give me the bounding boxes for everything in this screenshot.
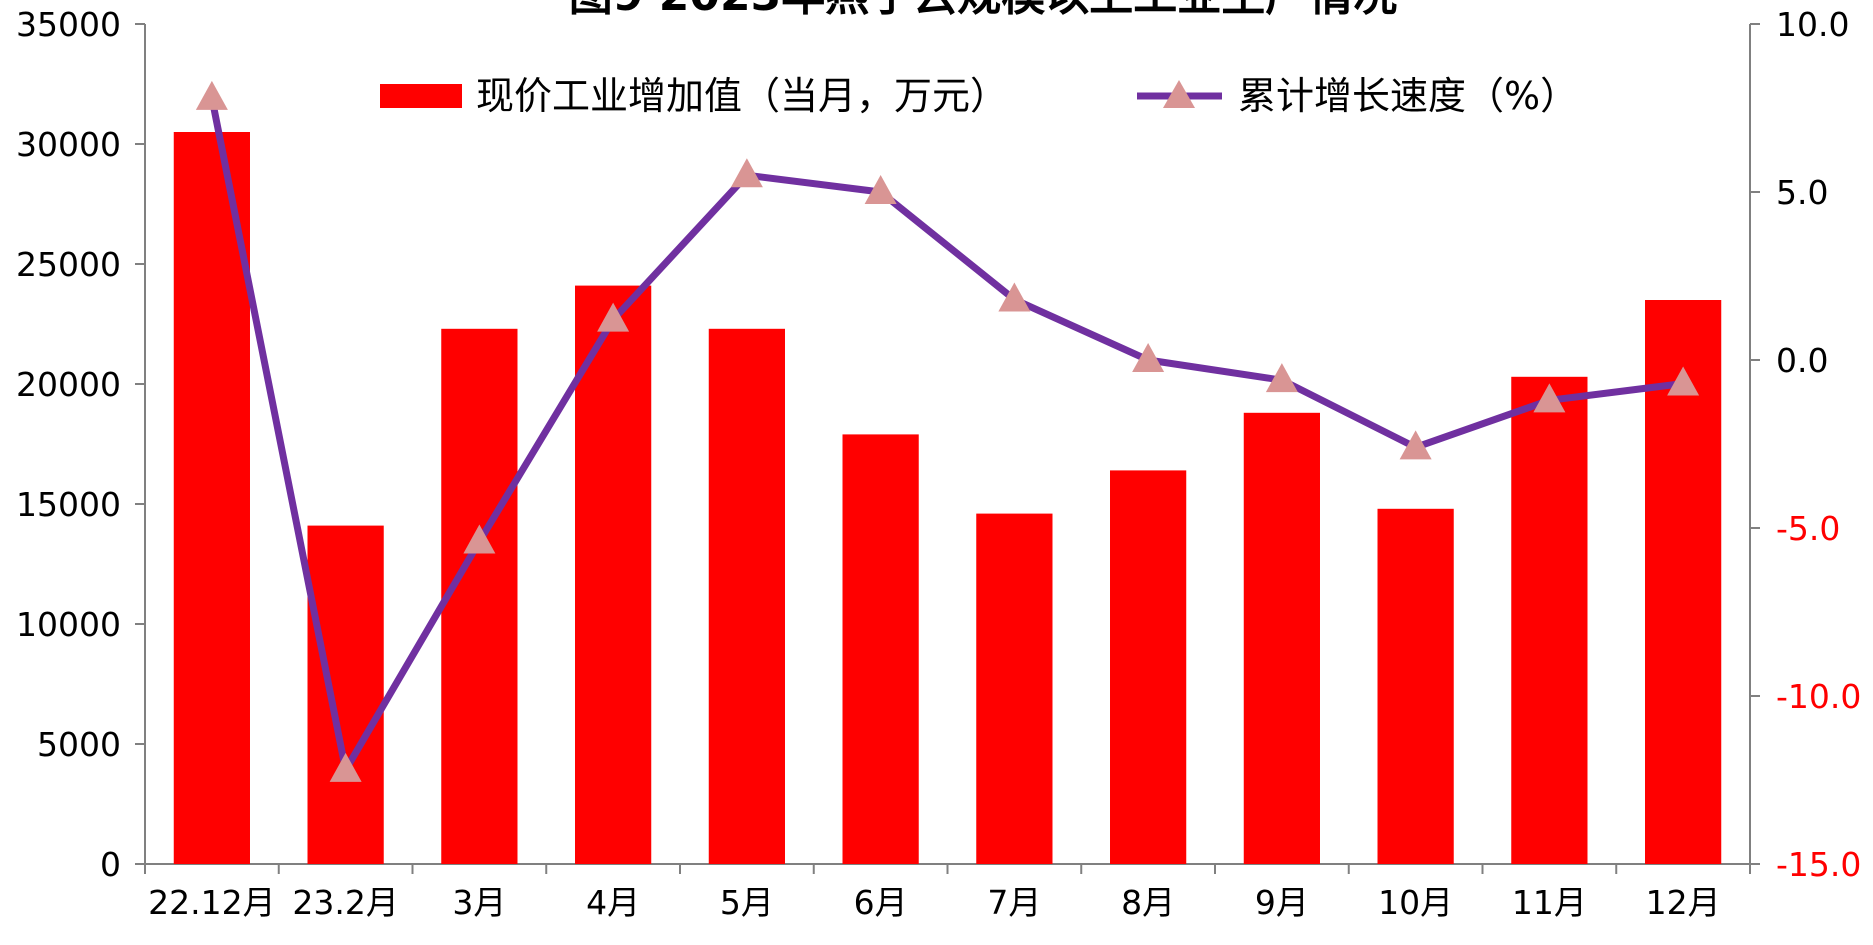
bar bbox=[842, 434, 919, 864]
line-point-marker bbox=[730, 158, 763, 188]
bar bbox=[575, 285, 652, 865]
bar bbox=[1511, 376, 1588, 864]
legend-line-label: 累计增长速度（%） bbox=[1238, 74, 1578, 118]
line-point-marker bbox=[463, 524, 496, 554]
series-line bbox=[208, 97, 1684, 774]
legend-bar-label: 现价工业增加值（当月，万元） bbox=[476, 74, 1008, 118]
y-left-tick-label: 5000 bbox=[37, 725, 121, 764]
y-left-tick-label: 10000 bbox=[16, 605, 121, 644]
legend-bar-swatch bbox=[380, 84, 462, 108]
x-tick-label: 9月 bbox=[1255, 883, 1309, 922]
x-tick-label: 7月 bbox=[987, 883, 1041, 922]
x-tick-label: 12月 bbox=[1646, 883, 1721, 922]
y-right-tick-label: 10.0 bbox=[1776, 5, 1849, 44]
bar bbox=[441, 328, 518, 864]
line-point-marker bbox=[998, 282, 1031, 312]
y-right-tick-label: 0.0 bbox=[1776, 341, 1828, 380]
line-point-marker bbox=[1265, 363, 1298, 393]
bar bbox=[1377, 508, 1454, 864]
chart-title: 图9 2023年燕子云规模以上工业生产情况 bbox=[569, 0, 1397, 21]
x-tick-label: 8月 bbox=[1121, 883, 1175, 922]
bar bbox=[173, 132, 250, 864]
y-left-tick-label: 20000 bbox=[16, 365, 121, 404]
line-point-marker bbox=[864, 175, 897, 204]
x-tick-label: 23.2月 bbox=[292, 883, 398, 922]
y-right-tick-label: -15.0 bbox=[1776, 845, 1861, 884]
y-right-tick-label: -10.0 bbox=[1776, 677, 1861, 716]
line-point-marker bbox=[1533, 383, 1566, 413]
legend-triangle-marker bbox=[1163, 80, 1195, 108]
bar bbox=[307, 525, 384, 864]
legend: 现价工业增加值（当月，万元） 累计增长速度（%） bbox=[380, 74, 1578, 118]
x-tick-label: 10月 bbox=[1378, 883, 1453, 922]
line-point-marker bbox=[597, 302, 630, 332]
line-point-marker bbox=[1667, 366, 1700, 396]
x-tick-label: 11月 bbox=[1512, 883, 1587, 922]
y-right-tick-label: -5.0 bbox=[1776, 509, 1840, 548]
x-tick-label: 3月 bbox=[452, 883, 506, 922]
y-left-tick-label: 15000 bbox=[16, 485, 121, 524]
line-point-marker bbox=[1132, 343, 1165, 372]
axes: 0 5000 10000 15000 20000 25000 30000 35000 -15.0… bbox=[16, 5, 1861, 922]
x-tick-label: 6月 bbox=[854, 883, 908, 922]
line-point-marker bbox=[195, 80, 228, 110]
x-tick-label: 5月 bbox=[720, 883, 774, 922]
line-point-marker bbox=[329, 752, 362, 782]
y-left-tick-label: 35000 bbox=[16, 5, 121, 44]
y-left-tick-label: 30000 bbox=[16, 125, 121, 164]
bar bbox=[1110, 470, 1187, 864]
x-tick-label: 4月 bbox=[586, 883, 640, 922]
line-series bbox=[195, 80, 1700, 782]
bar bbox=[976, 513, 1053, 864]
x-tick-label: 22.12月 bbox=[148, 883, 275, 922]
y-left-tick-label: 0 bbox=[100, 845, 121, 884]
bar bbox=[708, 328, 785, 864]
y-left-tick-label: 25000 bbox=[16, 245, 121, 284]
y-right-tick-label: 5.0 bbox=[1776, 173, 1828, 212]
bar bbox=[1243, 412, 1320, 864]
line-point-marker bbox=[1399, 430, 1432, 460]
